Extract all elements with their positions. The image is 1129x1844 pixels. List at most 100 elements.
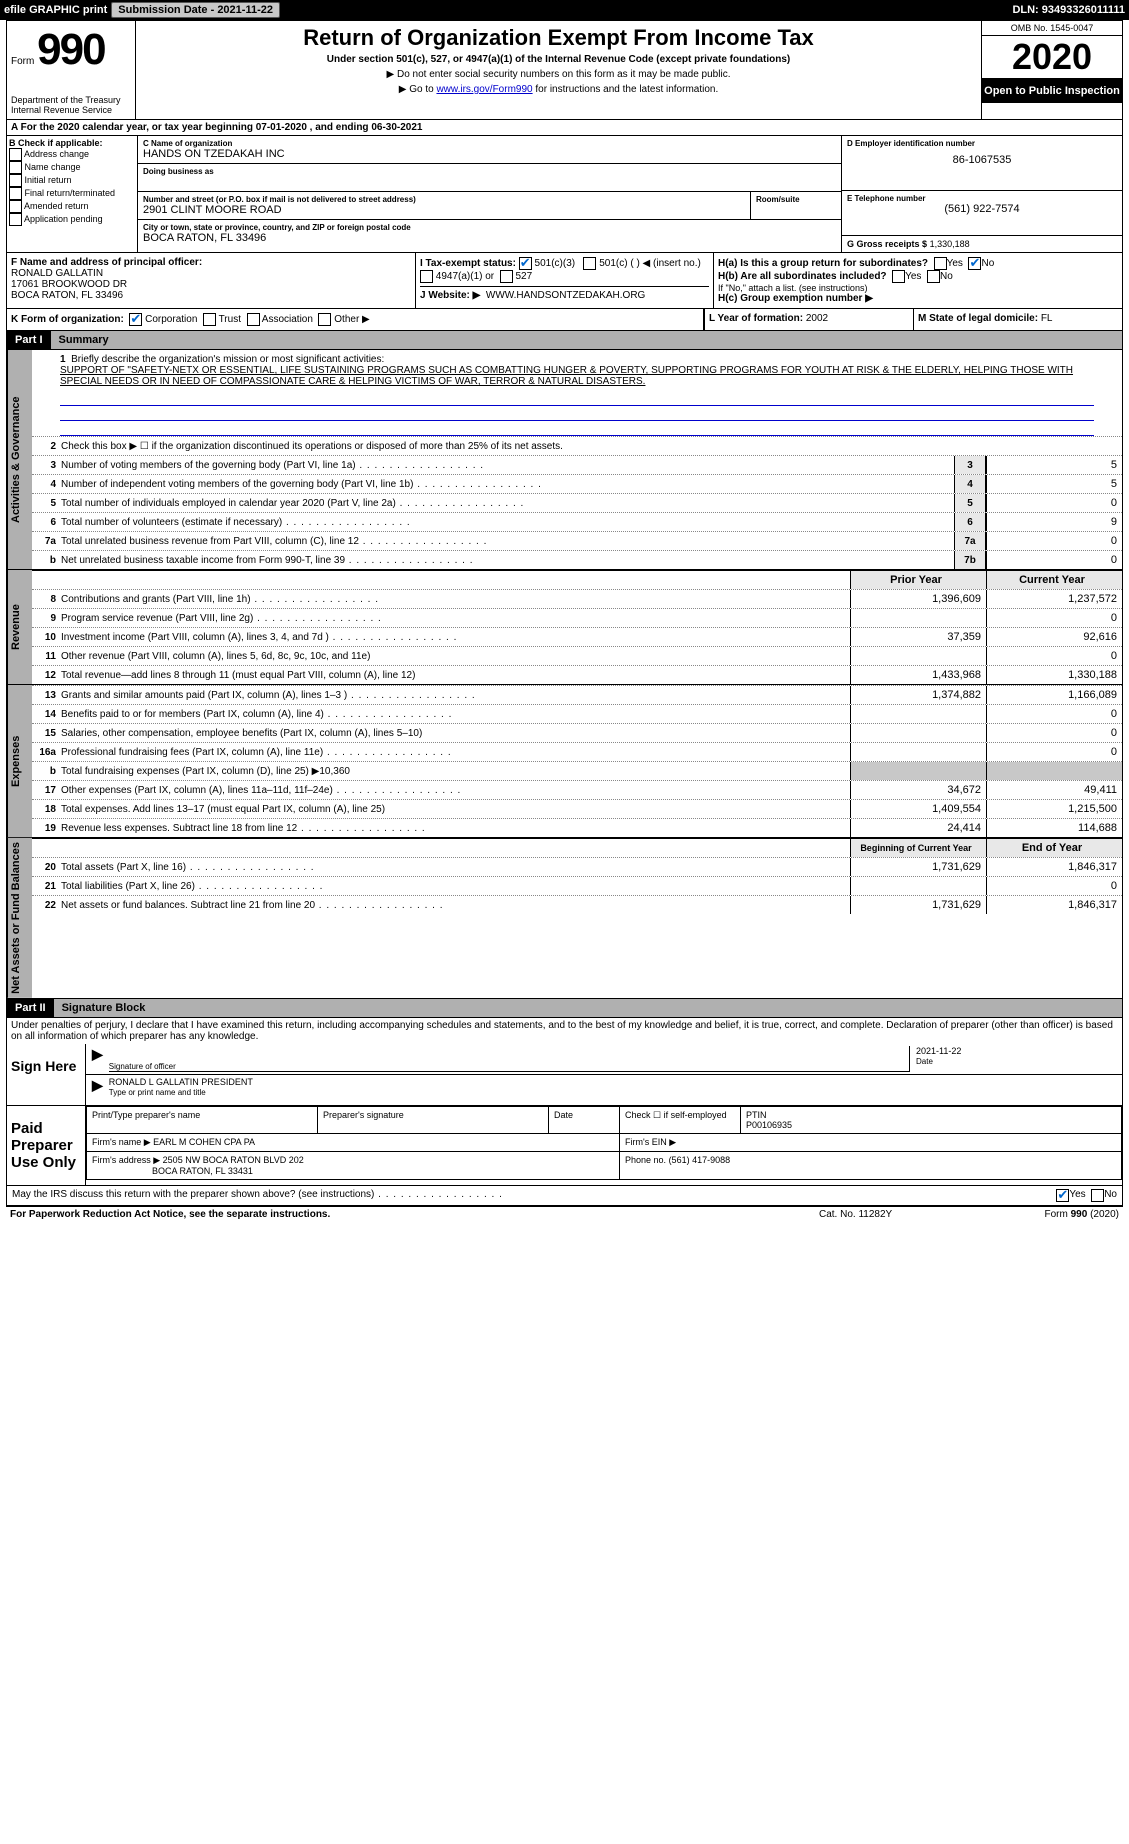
chk-527[interactable] <box>500 270 513 283</box>
c13: 1,166,089 <box>986 686 1122 704</box>
footer-left: For Paperwork Reduction Act Notice, see … <box>10 1209 819 1220</box>
side-governance: Activities & Governance <box>7 350 32 569</box>
hb-row: H(b) Are all subordinates included? Yes … <box>718 270 1118 283</box>
chk-name[interactable]: Name change <box>9 161 135 174</box>
footer-mid: Cat. No. 11282Y <box>819 1209 979 1220</box>
p14 <box>850 705 986 723</box>
l5: Total number of individuals employed in … <box>61 496 954 511</box>
v4: 5 <box>986 475 1122 493</box>
p9 <box>850 609 986 627</box>
side-revenue: Revenue <box>7 570 32 684</box>
phone-value: (561) 922-7574 <box>847 203 1117 215</box>
k-assoc[interactable] <box>247 313 260 326</box>
c12: 1,330,188 <box>986 666 1122 684</box>
chk-pending[interactable]: Application pending <box>9 213 135 226</box>
irs-link[interactable]: www.irs.gov/Form990 <box>436 84 532 95</box>
l7b: Net unrelated business taxable income fr… <box>61 553 954 568</box>
line-a: A For the 2020 calendar year, or tax yea… <box>6 120 1123 136</box>
k-other[interactable] <box>318 313 331 326</box>
l1-text: Briefly describe the organization's miss… <box>71 354 384 365</box>
sign-here: Sign Here <box>7 1044 86 1105</box>
l13: Grants and similar amounts paid (Part IX… <box>61 688 850 703</box>
chk-amended[interactable]: Amended return <box>9 200 135 213</box>
l2: Check this box ▶ ☐ if the organization d… <box>61 439 1122 454</box>
website: WWW.HANDSONTZEDAKAH.ORG <box>486 290 645 301</box>
top-bar: efile GRAPHIC print Submission Date - 20… <box>0 0 1129 20</box>
v7a: 0 <box>986 532 1122 550</box>
gross-receipts: 1,330,188 <box>930 239 970 249</box>
l17: Other expenses (Part IX, column (A), lin… <box>61 783 850 798</box>
l3: Number of voting members of the governin… <box>61 458 954 473</box>
ha-yes[interactable] <box>934 257 947 270</box>
prep-name-label: Print/Type preparer's name <box>92 1110 200 1120</box>
discuss-text: May the IRS discuss this return with the… <box>12 1189 1056 1202</box>
firm-addr-label: Firm's address ▶ <box>92 1155 160 1165</box>
sig-date-label: Date <box>916 1057 933 1066</box>
k-corp[interactable] <box>129 313 142 326</box>
l21: Total liabilities (Part X, line 26) <box>61 879 850 894</box>
org-name: HANDS ON TZEDAKAH INC <box>143 148 836 160</box>
l7a: Total unrelated business revenue from Pa… <box>61 534 954 549</box>
ha-no[interactable] <box>968 257 981 270</box>
p21 <box>850 877 986 895</box>
mission-text: SUPPORT OF "SAFETY-NETX OR ESSENTIAL, LI… <box>60 365 1073 387</box>
p16a <box>850 743 986 761</box>
l15: Salaries, other compensation, employee b… <box>61 726 850 741</box>
prep-date-label: Date <box>554 1110 573 1120</box>
tax-year: 2020 <box>982 36 1122 79</box>
officer-addr2: BOCA RATON, FL 33496 <box>11 290 123 301</box>
hb-yes[interactable] <box>892 270 905 283</box>
form-note2: ▶ Go to www.irs.gov/Form990 for instruct… <box>140 84 977 95</box>
firm-addr1: 2505 NW BOCA RATON BLVD 202 <box>163 1155 304 1165</box>
type-print-label: Type or print name and title <box>109 1088 206 1097</box>
part2-title: Signature Block <box>54 999 1122 1017</box>
e-label: E Telephone number <box>847 194 1117 203</box>
c15: 0 <box>986 724 1122 742</box>
c-name-label: C Name of organization <box>143 139 836 148</box>
c16a: 0 <box>986 743 1122 761</box>
chk-initial[interactable]: Initial return <box>9 174 135 187</box>
c8: 1,237,572 <box>986 590 1122 608</box>
open-inspection: Open to Public Inspection <box>982 79 1122 103</box>
c11: 0 <box>986 647 1122 665</box>
current-hdr: Current Year <box>986 571 1122 589</box>
side-expenses: Expenses <box>7 685 32 837</box>
p12: 1,433,968 <box>850 666 986 684</box>
sig-date-val: 2021-11-22 <box>916 1046 961 1056</box>
submission-button[interactable]: Submission Date - 2021-11-22 <box>111 2 280 18</box>
firm-name-label: Firm's name ▶ <box>92 1137 151 1147</box>
discuss-no[interactable] <box>1091 1189 1104 1202</box>
d-label: D Employer identification number <box>847 139 975 148</box>
m-label: M State of legal domicile: <box>918 313 1038 324</box>
l20: Total assets (Part X, line 16) <box>61 860 850 875</box>
c14: 0 <box>986 705 1122 723</box>
chk-501c[interactable] <box>583 257 596 270</box>
ptin-label: PTIN <box>746 1110 767 1120</box>
chk-final[interactable]: Final return/terminated <box>9 187 135 200</box>
chk-4947[interactable] <box>420 270 433 283</box>
room-label: Room/suite <box>756 195 836 204</box>
j-label: J Website: ▶ <box>420 290 480 301</box>
l16a: Professional fundraising fees (Part IX, … <box>61 745 850 760</box>
efile-label: efile GRAPHIC print <box>4 4 107 16</box>
prep-phone: (561) 417-9088 <box>669 1155 731 1165</box>
form-note1: ▶ Do not enter social security numbers o… <box>140 69 977 80</box>
c20: 1,846,317 <box>986 858 1122 876</box>
p22: 1,731,629 <box>850 896 986 914</box>
dept-treasury: Department of the TreasuryInternal Reven… <box>11 95 131 115</box>
dln-label: DLN: 93493326011111 <box>1012 4 1125 16</box>
part1-header: Part I <box>7 331 51 349</box>
form-word: Form <box>11 56 34 67</box>
l12: Total revenue—add lines 8 through 11 (mu… <box>61 668 850 683</box>
footer-right: Form 990 (2020) <box>979 1209 1119 1220</box>
k-trust[interactable] <box>203 313 216 326</box>
chk-501c3[interactable] <box>519 257 532 270</box>
hb-no[interactable] <box>927 270 940 283</box>
officer-addr1: 17061 BROOKWOOD DR <box>11 279 127 290</box>
officer-name: RONALD GALLATIN <box>11 268 103 279</box>
p13: 1,374,882 <box>850 686 986 704</box>
chk-address[interactable]: Address change <box>9 148 135 161</box>
discuss-yes[interactable] <box>1056 1189 1069 1202</box>
f-label: F Name and address of principal officer: <box>11 257 202 268</box>
paid-preparer: Paid Preparer Use Only <box>7 1106 86 1185</box>
